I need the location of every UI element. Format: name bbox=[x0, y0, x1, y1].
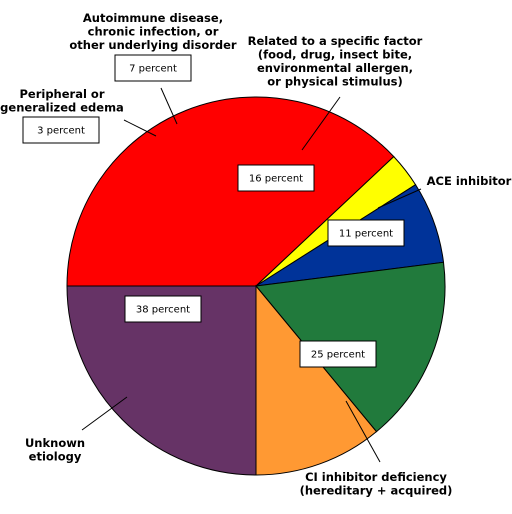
value-label-text: 3 percent bbox=[37, 126, 85, 137]
value-label-box bbox=[124, 295, 202, 323]
category-label-line: other underlying disorder bbox=[69, 38, 237, 52]
category-label: ACE inhibitor bbox=[427, 174, 512, 188]
value-label: 3 percent bbox=[22, 116, 100, 144]
value-label-text: 25 percent bbox=[311, 350, 365, 361]
value-label-box bbox=[237, 164, 315, 192]
category-label-line: or physical stimulus) bbox=[267, 75, 402, 89]
value-label: 11 percent bbox=[327, 219, 405, 247]
value-label-text: 16 percent bbox=[249, 174, 303, 185]
leader-line bbox=[345, 400, 381, 463]
category-labels: Unknown etiology Peripheral or generalized … bbox=[0, 11, 511, 498]
pie-slices bbox=[66, 96, 446, 476]
value-label: 7 percent bbox=[114, 54, 192, 82]
category-label-line: Autoimmune disease, bbox=[83, 11, 223, 25]
value-label: 38 percent bbox=[124, 295, 202, 323]
leader-lines bbox=[81, 87, 422, 463]
value-label-box bbox=[114, 54, 192, 82]
pie-slice bbox=[66, 285, 257, 476]
value-label-box bbox=[299, 340, 377, 368]
category-label-line: ACE inhibitor bbox=[427, 174, 512, 188]
pie-slice bbox=[255, 284, 378, 476]
value-label-text: 38 percent bbox=[136, 305, 190, 316]
category-label-line: generalized edema bbox=[0, 101, 124, 115]
category-label-line: (hereditary + acquired) bbox=[300, 484, 453, 498]
category-label: Autoimmune disease, chronic infection, or… bbox=[69, 11, 237, 52]
leader-line bbox=[81, 396, 128, 431]
category-label-line: CI inhibitor deficiency bbox=[305, 470, 447, 484]
leader-line bbox=[377, 188, 422, 209]
category-label: Unknown etiology bbox=[25, 436, 85, 464]
category-label-line: environmental allergen, bbox=[257, 61, 413, 75]
category-label: Peripheral or generalized edema bbox=[0, 87, 124, 115]
pie-slice bbox=[66, 96, 395, 287]
value-label-box bbox=[22, 116, 100, 144]
value-label-box bbox=[327, 219, 405, 247]
category-label: CI inhibitor deficiency (hereditary + acq… bbox=[300, 470, 453, 498]
leader-line bbox=[160, 87, 178, 125]
category-label-line: (food, drug, insect bite, bbox=[258, 48, 412, 62]
category-label-line: etiology bbox=[29, 450, 82, 464]
value-label: 25 percent bbox=[299, 340, 377, 368]
category-label: Related to a specific factor (food, drug,… bbox=[248, 34, 423, 89]
value-label-text: 7 percent bbox=[129, 64, 177, 75]
category-label-line: chronic infection, or bbox=[88, 25, 219, 39]
category-label-line: Unknown bbox=[25, 436, 85, 450]
leader-line bbox=[123, 119, 157, 137]
value-label-text: 11 percent bbox=[339, 229, 393, 240]
leader-line bbox=[301, 96, 341, 151]
category-label-line: Peripheral or bbox=[19, 87, 104, 101]
value-labels: 38 percent 3 percent 7 percent 16 percent 11… bbox=[22, 54, 405, 368]
category-label-line: Related to a specific factor bbox=[248, 34, 423, 48]
value-label: 16 percent bbox=[237, 164, 315, 192]
